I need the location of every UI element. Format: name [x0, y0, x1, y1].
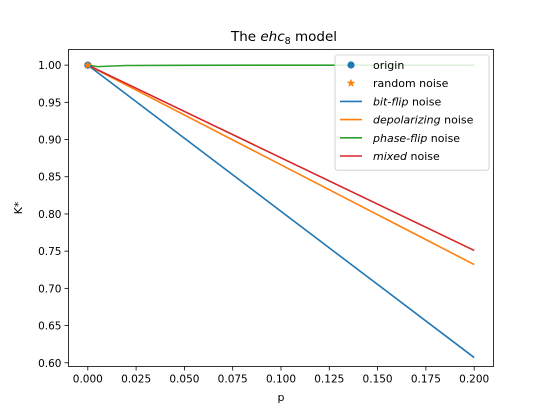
x-tick-label: 0.050 — [169, 374, 199, 386]
legend-marker-origin — [347, 61, 355, 69]
y-tick-label: 0.60 — [38, 358, 61, 370]
legend-label-random: random noise — [373, 77, 449, 90]
legend-label-bitflip: bit-flip noise — [373, 95, 441, 108]
y-tick-label: 0.85 — [38, 172, 61, 184]
x-tick-label: 0.075 — [218, 374, 248, 386]
y-tick-label: 0.80 — [38, 209, 61, 221]
x-tick-label: 0.025 — [121, 374, 151, 386]
legend-box — [334, 54, 490, 171]
y-tick-label: 0.95 — [38, 97, 61, 109]
legend-label-origin: origin — [373, 59, 404, 72]
plot-area — [83, 60, 475, 359]
marker-random — [83, 60, 93, 69]
x-tick-label: 0.175 — [411, 374, 441, 386]
x-tick-label: 0.100 — [266, 374, 296, 386]
legend-marker-random — [346, 78, 356, 87]
x-axis-label: p — [278, 391, 285, 404]
y-axis-label: K* — [12, 201, 25, 214]
x-tick-label: 0.200 — [459, 374, 489, 386]
y-tick-label: 0.75 — [38, 246, 61, 258]
x-tick-label: 0.150 — [363, 374, 393, 386]
series-line-mixed — [87, 64, 475, 252]
x-tick-label: 0.125 — [314, 374, 344, 386]
y-tick-label: 0.90 — [38, 135, 61, 147]
legend-label-mixed: mixed noise — [373, 150, 440, 163]
series-line-bitflip — [87, 64, 475, 359]
y-tick-label: 1.00 — [38, 60, 61, 72]
series-line-depol — [87, 64, 475, 266]
y-tick-label: 0.65 — [38, 321, 61, 333]
x-tick-label: 0.000 — [73, 374, 103, 386]
legend-label-phaseflip: phase-flip noise — [372, 132, 460, 145]
chart-title: The ehc8 model — [230, 29, 337, 47]
legend-label-depol: depolarizing noise — [373, 114, 474, 127]
y-tick-label: 0.70 — [38, 283, 61, 295]
legend: origin random noise bit-flip noise depolari… — [334, 54, 490, 171]
